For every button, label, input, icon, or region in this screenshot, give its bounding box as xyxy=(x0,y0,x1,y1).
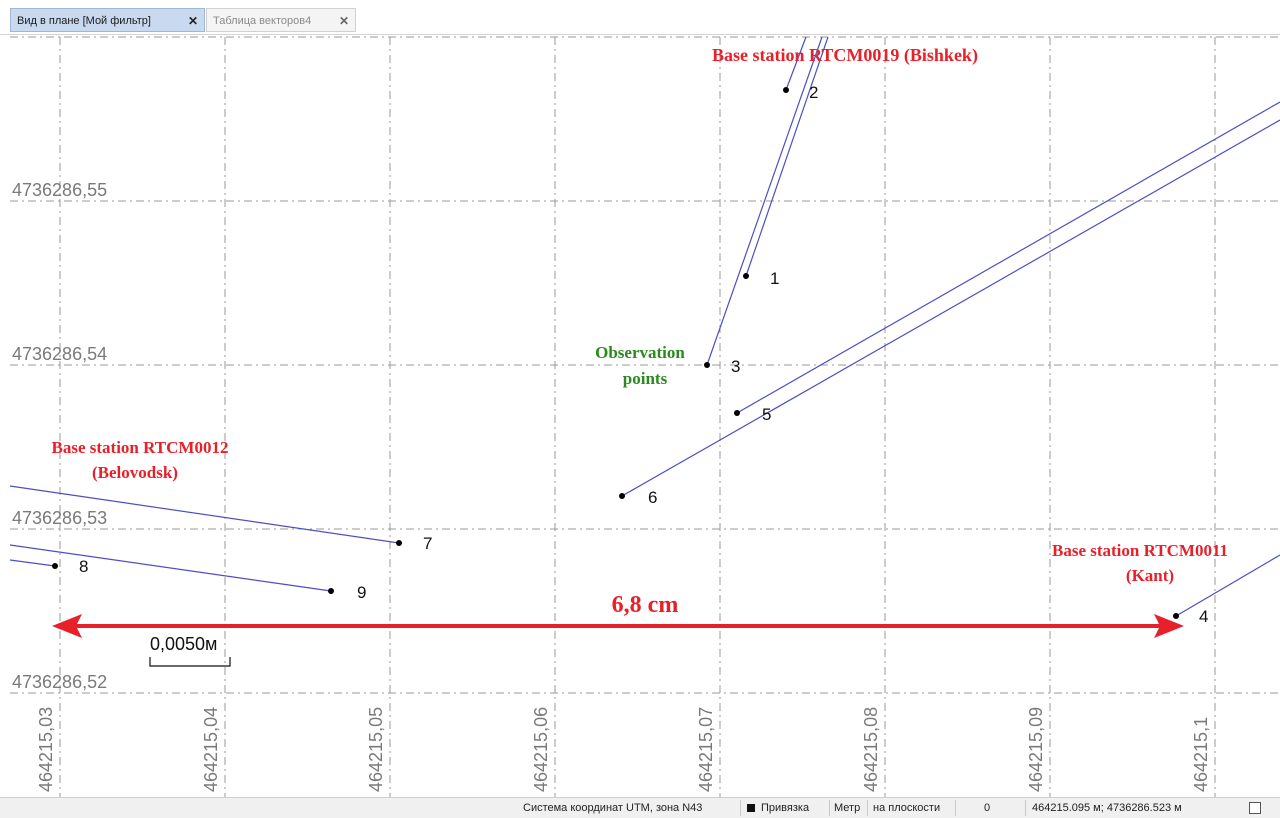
annotation-kant: Base station RTCM0011 xyxy=(1052,541,1228,560)
y-tick-label: 4736286,52 xyxy=(12,672,107,692)
status-separator xyxy=(829,800,830,816)
x-tick-label: 464215,09 xyxy=(1026,707,1046,792)
y-tick-label: 4736286,53 xyxy=(12,508,107,528)
status-separator xyxy=(1025,800,1026,816)
y-tick-label: 4736286,54 xyxy=(12,344,107,364)
coordinate-system-label: Система координат UTM, зона N43 xyxy=(523,802,703,814)
distance-arrow xyxy=(52,614,1184,638)
status-separator xyxy=(867,800,868,816)
vector-line[interactable] xyxy=(745,36,829,277)
status-zero: 0 xyxy=(984,802,991,814)
point-label: 6 xyxy=(648,488,657,507)
window-square-icon[interactable] xyxy=(1249,802,1261,814)
x-tick-label: 464215,1 xyxy=(1191,717,1211,792)
point-marker[interactable] xyxy=(52,563,58,569)
scale-bar-label: 0,0050м xyxy=(150,634,217,654)
x-tick-label: 464215,03 xyxy=(36,707,56,792)
vector-line[interactable] xyxy=(9,544,332,592)
snap-toggle[interactable]: Привязка xyxy=(747,798,809,818)
cursor-coordinates: 464215.095 м; 4736286.523 м xyxy=(1032,802,1182,814)
x-tick-label: 464215,04 xyxy=(201,707,221,792)
point-marker[interactable] xyxy=(734,410,740,416)
point-marker[interactable] xyxy=(619,493,625,499)
x-tick-label: 464215,06 xyxy=(531,707,551,792)
point-marker[interactable] xyxy=(328,588,334,594)
point-marker[interactable] xyxy=(704,362,710,368)
status-separator xyxy=(740,800,741,816)
point-label: 8 xyxy=(79,557,88,576)
point-marker[interactable] xyxy=(783,87,789,93)
annotation-kant: (Kant) xyxy=(1126,566,1174,585)
tab-plan-view-label: Вид в плане [Мой фильтр] xyxy=(17,15,151,27)
x-tick-label: 464215,05 xyxy=(366,707,386,792)
x-tick-label: 464215,08 xyxy=(861,707,881,792)
status-bar: Система координат UTM, зона N43 Привязка… xyxy=(0,797,1280,818)
point-marker[interactable] xyxy=(743,273,749,279)
point-marker[interactable] xyxy=(396,540,402,546)
projection-selector[interactable]: на плоскости xyxy=(873,802,941,814)
close-icon[interactable]: ✕ xyxy=(187,14,198,28)
point-label: 2 xyxy=(809,83,818,102)
close-icon[interactable]: ✕ xyxy=(338,14,349,28)
point-label: 9 xyxy=(357,583,366,602)
tab-plan-view[interactable]: Вид в плане [Мой фильтр] ✕ xyxy=(10,8,205,32)
vector-line[interactable] xyxy=(706,36,823,366)
annotation-observation: Observation xyxy=(595,343,685,362)
tab-bar: Вид в плане [Мой фильтр] ✕ Таблица векто… xyxy=(0,0,1280,35)
distance-label: 6,8 cm xyxy=(612,592,679,618)
vector-line[interactable] xyxy=(9,559,56,567)
tab-vector-table-label: Таблица векторов4 xyxy=(213,15,312,27)
point-marker[interactable] xyxy=(1173,613,1179,619)
vector-line[interactable] xyxy=(736,101,1280,414)
plan-view-canvas[interactable]: 4736286,55 4736286,54 4736286,53 4736286… xyxy=(0,0,1280,797)
annotation-belovodsk: (Belovodsk) xyxy=(92,463,178,482)
snap-checkbox-icon[interactable] xyxy=(747,804,755,812)
grid-lines xyxy=(10,36,1280,797)
point-label: 3 xyxy=(731,357,740,376)
vector-line[interactable] xyxy=(621,119,1280,497)
vector-line[interactable] xyxy=(1175,554,1280,617)
annotation-belovodsk: Base station RTCM0012 xyxy=(52,438,229,457)
point-label: 1 xyxy=(770,269,779,288)
tab-vector-table[interactable]: Таблица векторов4 ✕ xyxy=(206,8,356,32)
snap-label: Привязка xyxy=(761,802,810,814)
point-label: 4 xyxy=(1199,607,1208,626)
point-label: 7 xyxy=(423,534,432,553)
status-separator xyxy=(955,800,956,816)
point-label: 5 xyxy=(762,405,771,424)
vector-line[interactable] xyxy=(785,36,807,91)
annotation-observation: points xyxy=(623,369,668,388)
units-selector[interactable]: Метр xyxy=(834,802,861,814)
vector-line[interactable] xyxy=(9,485,400,544)
y-tick-label: 4736286,55 xyxy=(12,180,107,200)
annotation-bishkek: Base station RTCM0019 (Bishkek) xyxy=(712,45,978,66)
scale-bar: 0,0050м xyxy=(149,634,231,667)
x-tick-label: 464215,07 xyxy=(696,707,716,792)
